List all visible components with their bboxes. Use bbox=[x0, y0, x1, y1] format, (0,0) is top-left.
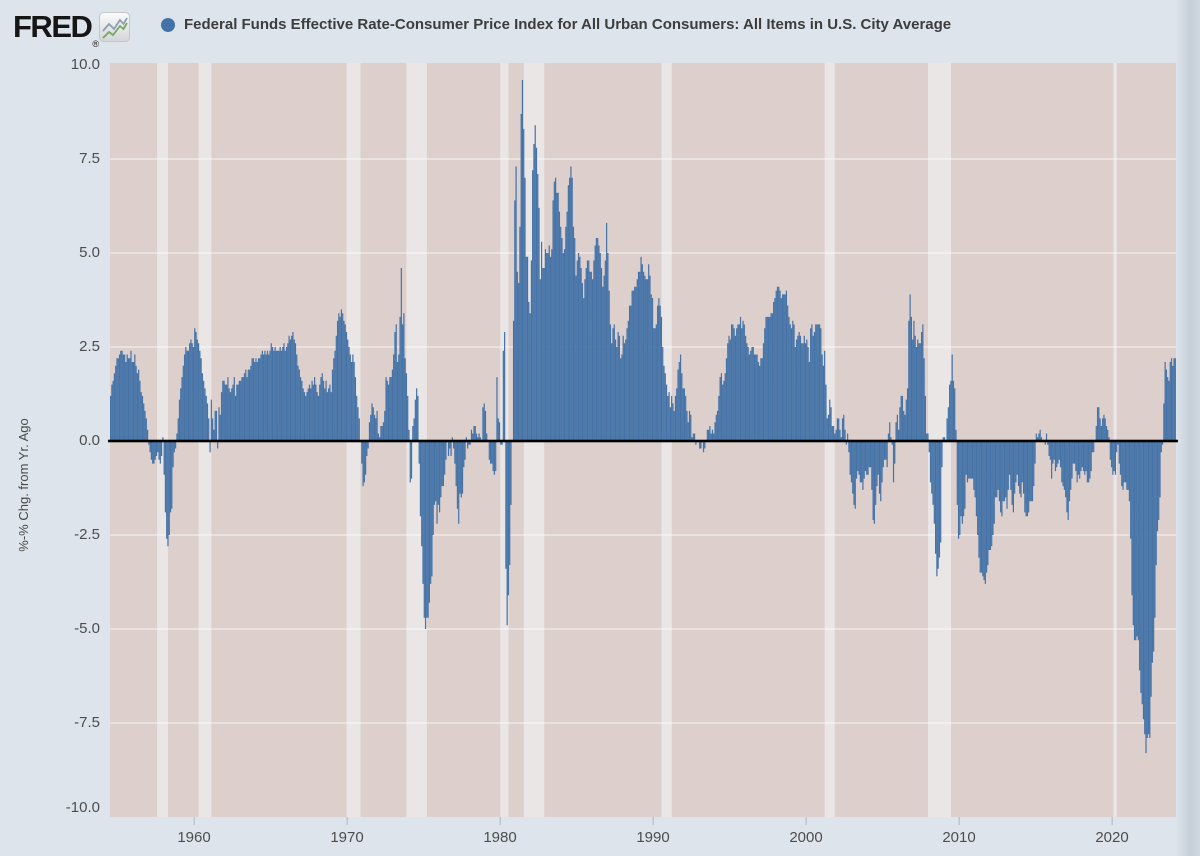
y-axis-title: %-% Chg. from Yr. Ago bbox=[16, 418, 31, 552]
y-tick-label: 0.0 bbox=[79, 432, 100, 449]
chart-header: FRED® Federal Funds Effective Rate-Consu… bbox=[0, 0, 1200, 56]
y-tick-label: -5.0 bbox=[74, 620, 100, 637]
bars-layer[interactable] bbox=[110, 80, 1176, 754]
y-tick-label: -7.5 bbox=[74, 714, 100, 731]
y-tick-label: 2.5 bbox=[79, 338, 100, 355]
y-tick-label: 10.0 bbox=[70, 56, 100, 73]
x-tick-label: 1980 bbox=[483, 829, 517, 846]
registered-mark-icon: ® bbox=[92, 39, 100, 49]
x-tick-label: 1960 bbox=[177, 829, 211, 846]
series-bars[interactable] bbox=[110, 80, 1176, 754]
fred-logo-chart-icon bbox=[99, 12, 130, 42]
series-legend-dot[interactable] bbox=[161, 18, 175, 32]
y-tick-label: 7.5 bbox=[79, 150, 100, 167]
zero-line bbox=[108, 439, 1178, 443]
fred-logo: FRED® bbox=[13, 9, 100, 49]
x-tick-label: 2010 bbox=[942, 829, 976, 846]
x-tick-marks bbox=[193, 817, 1113, 825]
x-tick-label: 2000 bbox=[789, 829, 823, 846]
y-tick-label: 5.0 bbox=[79, 244, 100, 261]
x-tick-label: 1990 bbox=[636, 829, 670, 846]
x-tick-label: 2020 bbox=[1095, 829, 1129, 846]
y-tick-label: -2.5 bbox=[74, 526, 100, 543]
series-title: Federal Funds Effective Rate-Consumer Pr… bbox=[184, 16, 952, 33]
y-tick-label: -10.0 bbox=[65, 799, 100, 816]
right-edge-shade bbox=[1176, 0, 1200, 856]
x-tick-label: 1970 bbox=[330, 829, 364, 846]
